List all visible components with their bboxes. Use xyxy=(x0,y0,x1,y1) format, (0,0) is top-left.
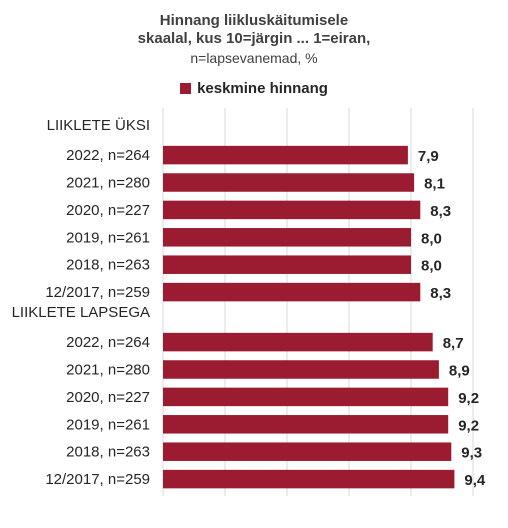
value-label: 7,9 xyxy=(418,148,439,165)
value-label: 8,0 xyxy=(421,258,442,275)
category-label: 2018, n=263 xyxy=(66,444,150,461)
category-label: 2022, n=264 xyxy=(66,334,150,351)
value-label: 9,2 xyxy=(458,417,479,434)
category-label: 2020, n=227 xyxy=(66,202,150,219)
legend-swatch xyxy=(180,83,192,94)
chart-legend: keskmine hinnang xyxy=(0,80,508,97)
value-label: 9,4 xyxy=(464,472,486,489)
category-label: 2018, n=263 xyxy=(66,257,150,274)
legend-label: keskmine hinnang xyxy=(197,80,328,97)
value-label: 8,3 xyxy=(430,203,451,220)
bar xyxy=(163,442,452,461)
bar xyxy=(163,415,449,434)
bar xyxy=(163,387,449,407)
bar xyxy=(163,282,421,302)
value-label: 8,3 xyxy=(430,285,451,302)
bar xyxy=(163,200,421,220)
category-label: 2019, n=261 xyxy=(66,229,150,246)
value-label: 8,9 xyxy=(449,363,470,380)
category-label: 12/2017, n=259 xyxy=(45,284,150,301)
bar xyxy=(163,228,411,247)
category-label: 12/2017, n=259 xyxy=(45,471,150,488)
chart-title-line-1: Hinnang liikluskäitumisele xyxy=(159,12,349,29)
value-label: 8,7 xyxy=(443,335,464,352)
bar xyxy=(163,332,433,352)
group-label: LIIKLETE LAPSEGA xyxy=(12,304,150,321)
category-label: 2020, n=227 xyxy=(66,389,150,406)
bar xyxy=(163,360,439,379)
chart-subtitle: n=lapsevanemad, % xyxy=(190,50,318,66)
category-label: 2021, n=280 xyxy=(66,362,150,379)
group-label: LIIKLETE ÜKSI xyxy=(47,116,150,134)
bar xyxy=(163,469,455,489)
value-label: 9,2 xyxy=(458,390,479,407)
category-label: 2022, n=264 xyxy=(66,147,150,164)
value-label: 8,0 xyxy=(421,230,442,247)
chart-title-line-2: skaalal, kus 10=järgin ... 1=eiran, xyxy=(137,30,371,47)
bar xyxy=(163,145,408,165)
category-label: 2019, n=261 xyxy=(66,416,150,433)
category-label: 2021, n=280 xyxy=(66,175,150,192)
bar xyxy=(163,255,411,274)
value-label: 8,1 xyxy=(424,176,445,193)
bar xyxy=(163,173,415,192)
value-label: 9,3 xyxy=(461,445,482,462)
